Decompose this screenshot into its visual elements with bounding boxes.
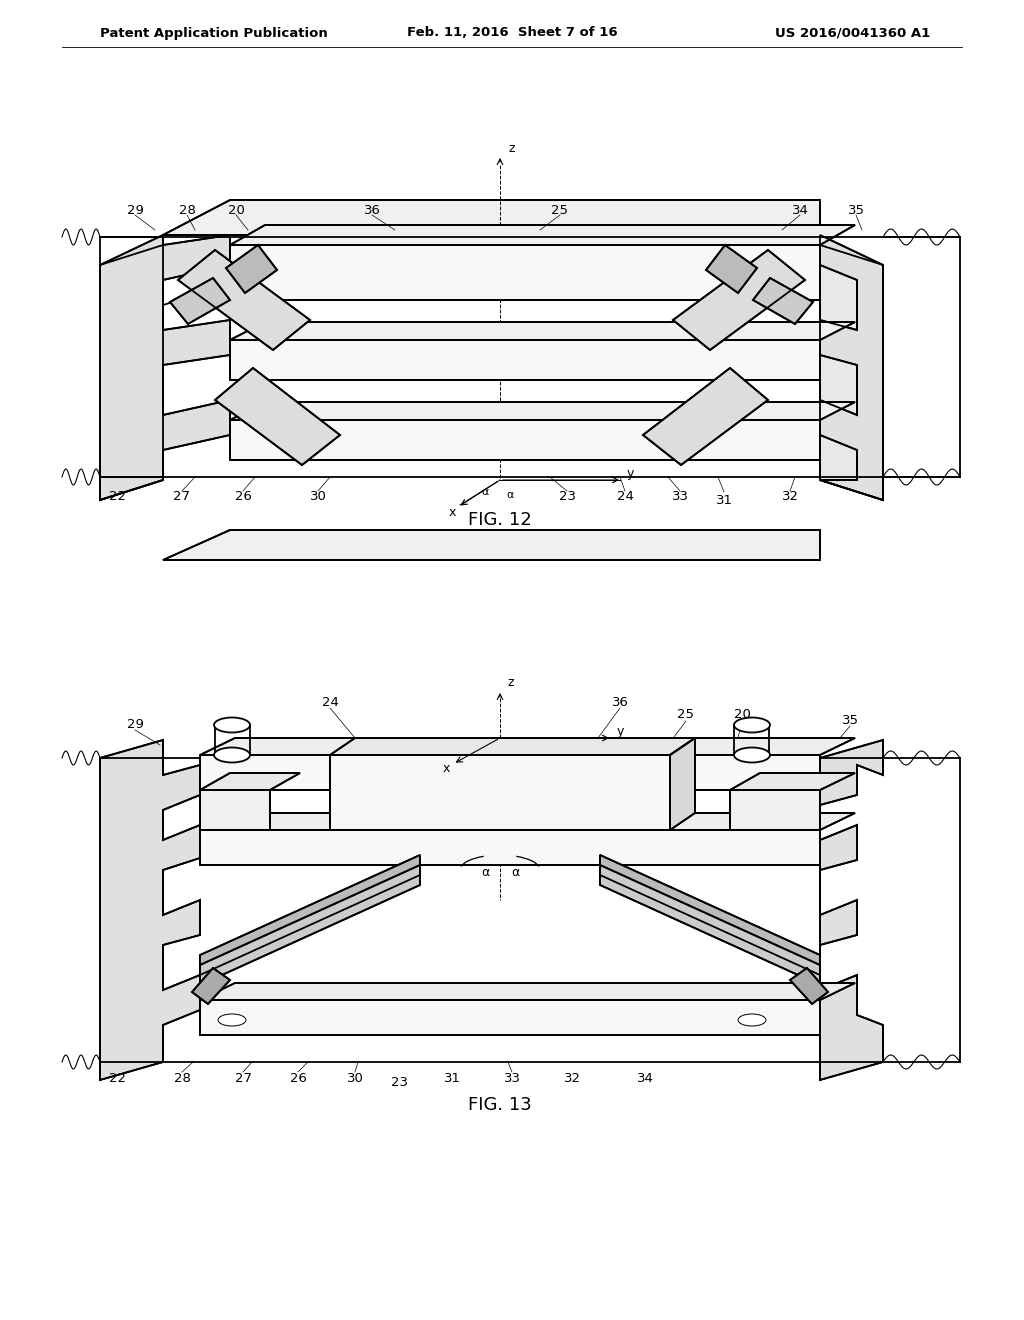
Text: 35: 35 bbox=[848, 203, 864, 216]
Text: 20: 20 bbox=[227, 203, 245, 216]
Polygon shape bbox=[100, 246, 163, 500]
Polygon shape bbox=[200, 830, 820, 865]
Text: 35: 35 bbox=[842, 714, 858, 726]
Text: 25: 25 bbox=[678, 709, 694, 722]
Polygon shape bbox=[790, 968, 828, 1005]
Polygon shape bbox=[163, 531, 820, 560]
Polygon shape bbox=[330, 738, 695, 755]
Text: 36: 36 bbox=[364, 203, 381, 216]
Text: 28: 28 bbox=[178, 203, 196, 216]
Text: 33: 33 bbox=[504, 1072, 520, 1085]
Text: 22: 22 bbox=[110, 1072, 127, 1085]
Polygon shape bbox=[200, 774, 300, 789]
Polygon shape bbox=[670, 738, 695, 830]
Text: 34: 34 bbox=[637, 1072, 653, 1085]
Text: US 2016/0041360 A1: US 2016/0041360 A1 bbox=[775, 26, 930, 40]
Text: α: α bbox=[481, 487, 488, 498]
Text: 23: 23 bbox=[391, 1077, 409, 1089]
Text: 30: 30 bbox=[309, 491, 327, 503]
Polygon shape bbox=[673, 249, 805, 350]
Polygon shape bbox=[600, 855, 820, 975]
Text: α: α bbox=[506, 490, 514, 500]
Text: z: z bbox=[508, 676, 514, 689]
Polygon shape bbox=[200, 789, 270, 830]
Polygon shape bbox=[230, 322, 855, 341]
Polygon shape bbox=[820, 741, 883, 1080]
Ellipse shape bbox=[734, 747, 770, 763]
Text: α: α bbox=[511, 866, 519, 879]
Polygon shape bbox=[230, 246, 820, 300]
Text: z: z bbox=[509, 141, 515, 154]
Text: FIG. 12: FIG. 12 bbox=[468, 511, 531, 529]
Polygon shape bbox=[200, 855, 420, 975]
Text: 36: 36 bbox=[611, 696, 629, 709]
Polygon shape bbox=[170, 279, 230, 323]
Polygon shape bbox=[163, 201, 820, 235]
Text: 32: 32 bbox=[781, 491, 799, 503]
Polygon shape bbox=[193, 968, 230, 1005]
Text: 32: 32 bbox=[563, 1072, 581, 1085]
Text: Patent Application Publication: Patent Application Publication bbox=[100, 26, 328, 40]
Text: 29: 29 bbox=[127, 718, 143, 730]
Text: α: α bbox=[481, 866, 489, 879]
Polygon shape bbox=[200, 738, 855, 755]
Ellipse shape bbox=[738, 1014, 766, 1026]
Text: FIG. 13: FIG. 13 bbox=[468, 1096, 531, 1114]
Polygon shape bbox=[820, 235, 883, 500]
Polygon shape bbox=[730, 789, 820, 830]
Text: 27: 27 bbox=[234, 1072, 252, 1085]
Polygon shape bbox=[753, 279, 813, 323]
Text: 33: 33 bbox=[672, 491, 688, 503]
Polygon shape bbox=[706, 246, 757, 293]
Ellipse shape bbox=[214, 747, 250, 763]
Text: 25: 25 bbox=[552, 203, 568, 216]
Text: 20: 20 bbox=[733, 709, 751, 722]
Text: 23: 23 bbox=[558, 491, 575, 503]
Polygon shape bbox=[230, 420, 820, 459]
Text: 26: 26 bbox=[234, 491, 252, 503]
Text: 22: 22 bbox=[110, 491, 127, 503]
Polygon shape bbox=[226, 246, 278, 293]
Text: 28: 28 bbox=[173, 1072, 190, 1085]
Polygon shape bbox=[100, 741, 200, 1080]
Text: y: y bbox=[627, 466, 634, 479]
Polygon shape bbox=[200, 983, 855, 1001]
Text: 30: 30 bbox=[346, 1072, 364, 1085]
Polygon shape bbox=[100, 235, 230, 500]
Text: 24: 24 bbox=[322, 696, 339, 709]
Polygon shape bbox=[200, 1001, 820, 1035]
Polygon shape bbox=[600, 865, 820, 985]
Ellipse shape bbox=[218, 1014, 246, 1026]
Text: 24: 24 bbox=[616, 491, 634, 503]
Text: 31: 31 bbox=[716, 494, 732, 507]
Text: Feb. 11, 2016  Sheet 7 of 16: Feb. 11, 2016 Sheet 7 of 16 bbox=[407, 26, 617, 40]
Text: 31: 31 bbox=[443, 1072, 461, 1085]
Text: x: x bbox=[449, 506, 456, 519]
Polygon shape bbox=[215, 368, 340, 465]
Text: 34: 34 bbox=[792, 203, 808, 216]
Polygon shape bbox=[230, 341, 820, 380]
Polygon shape bbox=[230, 224, 855, 246]
Polygon shape bbox=[820, 246, 883, 500]
Text: 26: 26 bbox=[290, 1072, 306, 1085]
Polygon shape bbox=[200, 813, 855, 830]
Polygon shape bbox=[230, 403, 855, 420]
Polygon shape bbox=[200, 865, 420, 985]
Polygon shape bbox=[178, 249, 310, 350]
Ellipse shape bbox=[734, 718, 770, 733]
Text: 29: 29 bbox=[127, 203, 143, 216]
Polygon shape bbox=[200, 755, 820, 789]
Text: 27: 27 bbox=[173, 491, 190, 503]
Polygon shape bbox=[730, 774, 855, 789]
Text: x: x bbox=[442, 762, 450, 775]
Text: y: y bbox=[616, 725, 624, 738]
Polygon shape bbox=[330, 755, 670, 830]
Ellipse shape bbox=[214, 718, 250, 733]
Polygon shape bbox=[643, 368, 768, 465]
